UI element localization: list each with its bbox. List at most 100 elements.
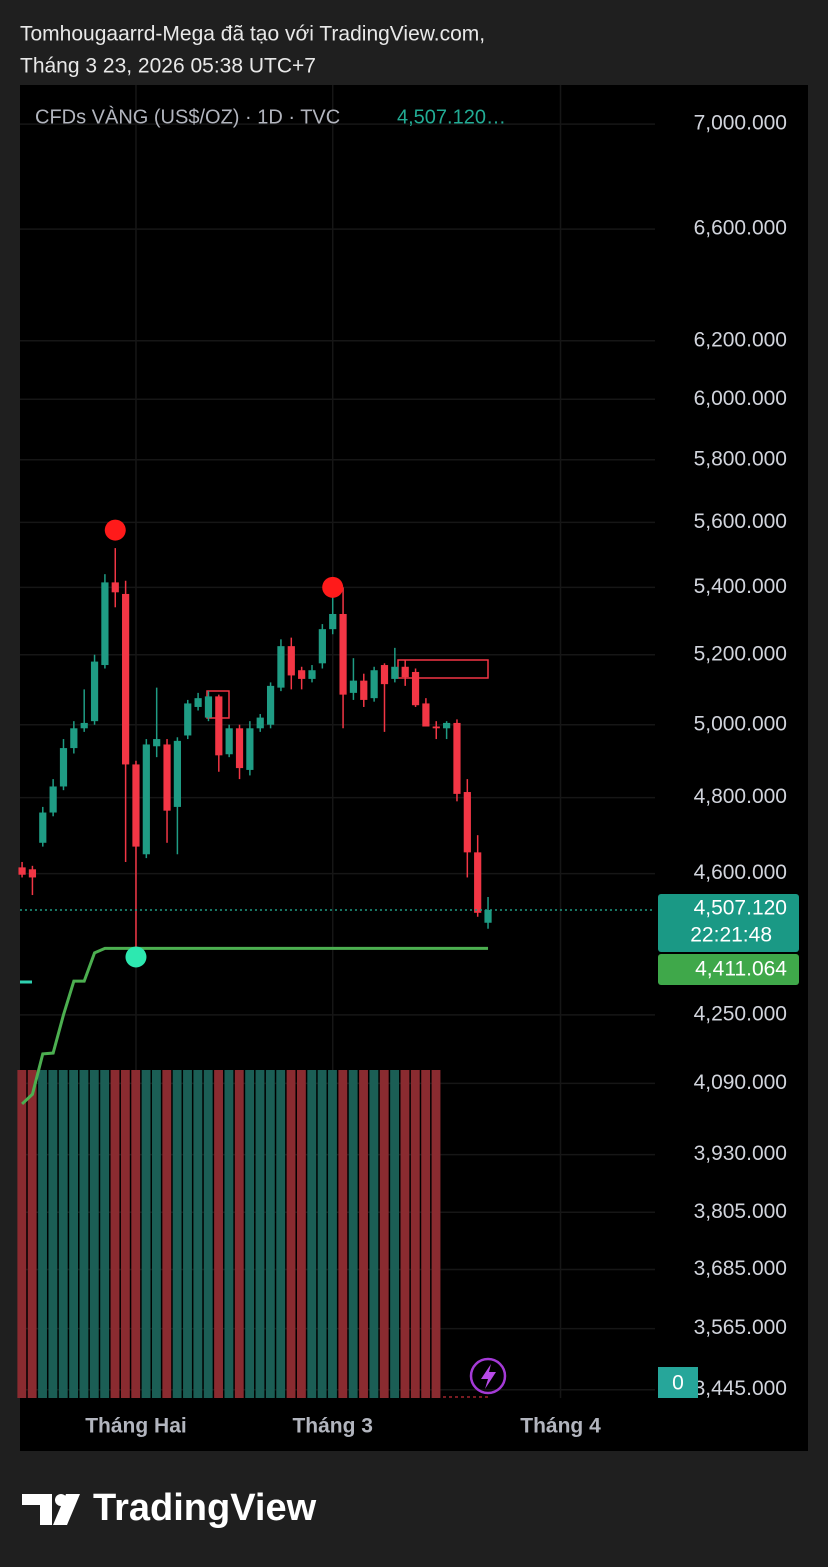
candle-body: [453, 722, 461, 794]
y-tick-label: 5,600.000: [694, 510, 787, 533]
histogram-bar: [48, 1070, 58, 1398]
y-tick-label: 4,090.000: [694, 1071, 787, 1094]
date-line: Tháng 3 23, 2026 05:38 UTC+7: [20, 55, 316, 78]
candle-body: [59, 748, 68, 787]
histogram-bar: [172, 1070, 182, 1398]
brand-logo: [22, 1494, 80, 1525]
y-tick-label: 5,800.000: [694, 447, 787, 470]
candle-body: [277, 646, 285, 688]
histogram-bar: [400, 1070, 410, 1398]
candle-body: [318, 629, 326, 664]
candle-body: [360, 680, 368, 700]
y-tick-label: 3,685.000: [694, 1257, 787, 1280]
candle-body: [329, 613, 337, 630]
histogram-bar: [317, 1070, 327, 1398]
candle-body: [484, 909, 492, 923]
legend-price: 4,507.120…: [397, 106, 506, 128]
candle-body: [49, 786, 57, 813]
histogram-bar: [286, 1070, 296, 1398]
histogram-bar: [369, 1070, 379, 1398]
y-tick-label: 3,930.000: [694, 1142, 787, 1165]
histogram-bar: [224, 1070, 234, 1398]
symbol-legend: CFDs VÀNG (US$/OZ) · 1D · TVC: [35, 105, 340, 128]
candle-body: [266, 685, 275, 725]
histogram-bar: [276, 1070, 286, 1398]
histogram-bar: [296, 1070, 306, 1398]
candle-body: [18, 867, 26, 875]
candle-body: [111, 582, 119, 593]
candle-body: [194, 698, 202, 707]
candle-body: [215, 696, 223, 756]
histogram-bar: [214, 1070, 223, 1398]
histogram-bar: [58, 1070, 68, 1398]
y-tick-label: 5,200.000: [694, 642, 787, 665]
histogram-bar: [193, 1070, 203, 1398]
y-tick-label: 6,200.000: [694, 328, 787, 351]
candle-body: [463, 792, 471, 853]
histogram-bar: [255, 1070, 265, 1398]
histogram-bar: [410, 1070, 420, 1398]
candle-body: [80, 722, 88, 729]
y-tick-label: 5,400.000: [694, 575, 787, 598]
candle-body: [432, 726, 440, 729]
candle-body: [246, 728, 254, 770]
candle-body: [308, 670, 316, 679]
candle-body: [163, 744, 171, 811]
candle-body: [101, 582, 109, 666]
candles-layer: [18, 519, 655, 1106]
histogram-bar: [379, 1070, 389, 1398]
histogram-bar: [141, 1070, 151, 1398]
histogram-bar: [110, 1070, 120, 1398]
candle-body: [204, 696, 213, 718]
candle-body: [339, 613, 347, 695]
candle-body: [411, 671, 420, 706]
y-tick-label: 6,000.000: [694, 387, 787, 410]
candle-body: [391, 666, 399, 679]
axis-labels-layer: 7,000.000 6,600.000 6,200.000 6,000.000 5,80…: [85, 112, 799, 1438]
candle-body: [142, 744, 150, 855]
candle-body: [380, 665, 389, 685]
histogram-bar: [431, 1070, 441, 1398]
histogram-bar: [89, 1070, 99, 1398]
histogram-bar: [265, 1070, 275, 1398]
histogram-bar: [79, 1070, 89, 1398]
candle-body: [153, 739, 161, 747]
histogram-bar: [390, 1070, 400, 1398]
candle-body: [235, 728, 244, 769]
y-tick-label: 5,000.000: [694, 712, 787, 735]
histogram-bar: [307, 1070, 317, 1398]
badge-box: [658, 1367, 698, 1398]
candle-body: [422, 703, 430, 727]
histogram-bar: [203, 1070, 213, 1398]
trail-price-box: [658, 953, 799, 985]
lightning-icon: [469, 1357, 507, 1395]
candle-body: [474, 852, 482, 913]
trail-line: [21, 946, 489, 1106]
y-tick-label: 7,000.000: [694, 112, 787, 135]
histogram-bar: [359, 1070, 368, 1398]
histogram-bar: [152, 1070, 161, 1398]
histogram-bar: [338, 1070, 348, 1398]
y-tick-label: 3,805.000: [694, 1200, 787, 1223]
candle-body: [173, 740, 181, 807]
y-tick-label: 3,445.000: [694, 1377, 787, 1400]
pivot-marker: [322, 576, 344, 598]
candle-body: [28, 869, 37, 878]
histogram-bar: [328, 1070, 337, 1398]
histogram-bar: [38, 1070, 47, 1398]
candle-body: [298, 670, 306, 679]
histogram-bar: [17, 1070, 27, 1398]
y-tick-label: 4,800.000: [694, 785, 787, 808]
candle-body: [70, 728, 78, 749]
histogram-bar: [131, 1070, 141, 1398]
y-tick-label: 4,250.000: [694, 1002, 787, 1025]
histogram-bar: [245, 1070, 255, 1398]
author-line: Tomhougaarrd-Mega đã tạo với TradingView…: [20, 23, 485, 46]
histogram-bar: [162, 1070, 172, 1398]
candle-body: [225, 728, 233, 755]
y-tick-label: 4,600.000: [694, 861, 787, 884]
histogram-bar: [27, 1070, 37, 1398]
last-price-label: 4,507.120: [694, 897, 787, 920]
